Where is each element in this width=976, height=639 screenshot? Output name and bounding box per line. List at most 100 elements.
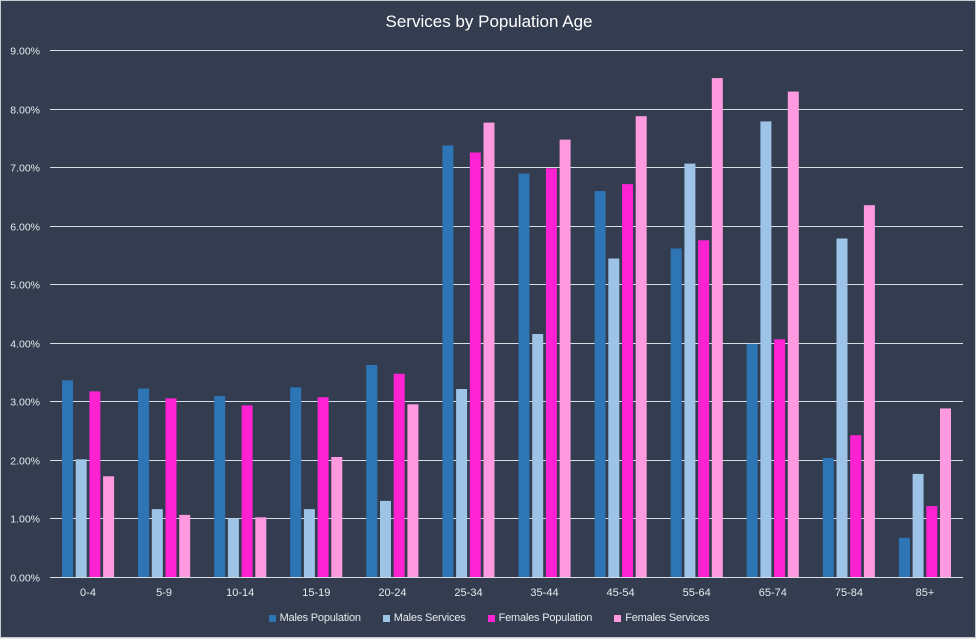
- bar-group: [594, 116, 647, 577]
- bar-males-population: [746, 343, 758, 577]
- bar-males-services: [75, 459, 87, 577]
- bar-females-services: [635, 116, 647, 577]
- bar-males-services: [227, 518, 239, 577]
- bar-females-population: [165, 398, 177, 577]
- bar-females-services: [787, 91, 799, 577]
- bar-males-population: [214, 396, 226, 577]
- legend-swatch: [487, 614, 495, 622]
- bar-males-population: [442, 145, 454, 577]
- x-tick-label: 0-4: [80, 587, 96, 599]
- bar-group: [670, 78, 723, 578]
- bar-males-population: [62, 380, 73, 577]
- x-tick-label: 10-14: [226, 587, 254, 599]
- bar-males-services: [836, 238, 848, 577]
- y-tick-label: 0.00%: [10, 573, 40, 585]
- bar-females-population: [469, 152, 481, 577]
- bar-females-population: [317, 397, 329, 577]
- bar-males-population: [670, 248, 682, 577]
- bar-males-services: [760, 121, 772, 578]
- bar-males-population: [822, 458, 834, 577]
- bar-group: [442, 122, 495, 577]
- y-tick-label: 3.00%: [10, 397, 40, 409]
- bar-males-population: [138, 388, 150, 577]
- x-tick-label: 25-34: [454, 587, 482, 599]
- legend-item: Females Population: [487, 612, 593, 624]
- bar-females-services: [483, 122, 495, 577]
- bars: [62, 78, 951, 578]
- bar-males-services: [303, 509, 315, 577]
- bar-males-services: [380, 500, 391, 577]
- bar-females-population: [545, 168, 557, 578]
- legend-item: Females Services: [614, 612, 710, 624]
- legend-label: Males Services: [393, 612, 466, 624]
- x-tick-label: 45-54: [607, 587, 635, 599]
- y-tick-label: 5.00%: [10, 280, 40, 292]
- bar-females-services: [103, 476, 115, 577]
- bar-males-services: [532, 334, 544, 577]
- legend-swatch: [382, 614, 390, 622]
- x-tick-label: 65-74: [759, 587, 787, 599]
- legend-item: Males Services: [382, 612, 466, 624]
- bar-males-population: [290, 387, 302, 577]
- bar-group: [62, 380, 115, 577]
- bar-females-services: [863, 205, 875, 577]
- bar-males-population: [898, 537, 910, 577]
- bar-group: [898, 408, 951, 577]
- y-tick-label: 2.00%: [10, 456, 40, 468]
- legend-swatch: [614, 614, 622, 622]
- bar-group: [214, 396, 267, 577]
- bar-group: [290, 387, 343, 577]
- legend-label: Females Population: [498, 612, 593, 624]
- bar-males-population: [518, 173, 530, 577]
- bar-males-services: [608, 258, 620, 577]
- bar-group: [366, 365, 419, 577]
- y-tick-label: 7.00%: [10, 163, 40, 175]
- y-tick-label: 4.00%: [10, 339, 40, 351]
- bar-group: [822, 205, 875, 577]
- bar-females-services: [255, 517, 267, 577]
- bar-females-population: [774, 339, 786, 577]
- bar-females-services: [940, 408, 951, 577]
- bar-females-services: [711, 78, 723, 577]
- y-axis-tick-labels: 0.00% 1.00% 2.00% 3.00% 4.00% 5.00% 6.00% 7.00%…: [10, 46, 40, 585]
- y-tick-label: 1.00%: [10, 514, 40, 526]
- legend: Males Population Males Services Females Po…: [1, 612, 976, 624]
- bar-females-services: [179, 514, 191, 577]
- bar-females-population: [393, 373, 405, 577]
- bar-females-services: [559, 139, 571, 577]
- legend-label: Females Services: [625, 612, 710, 624]
- chart-title: Services by Population Age: [385, 12, 593, 31]
- bar-group: [746, 91, 799, 578]
- bar-females-services: [407, 404, 419, 577]
- gridlines: [50, 50, 963, 578]
- legend-label: Males Population: [279, 612, 361, 624]
- bar-females-population: [89, 391, 101, 577]
- bar-females-population: [622, 184, 633, 577]
- bar-males-services: [912, 473, 924, 577]
- bar-females-services: [331, 457, 343, 577]
- bar-males-population: [366, 365, 378, 577]
- x-tick-label: 55-64: [683, 587, 711, 599]
- legend-swatch: [268, 614, 276, 622]
- bar-group: [518, 139, 571, 578]
- x-tick-label: 85+: [916, 587, 935, 599]
- x-tick-label: 20-24: [378, 587, 406, 599]
- legend-item: Males Population: [268, 612, 361, 624]
- bar-males-services: [456, 389, 468, 577]
- x-tick-label: 35-44: [530, 587, 558, 599]
- bar-females-population: [241, 405, 253, 577]
- y-tick-label: 6.00%: [10, 222, 40, 234]
- y-tick-label: 9.00%: [10, 46, 40, 58]
- bar-males-services: [684, 163, 696, 577]
- x-tick-label: 15-19: [302, 587, 330, 599]
- x-tick-label: 5-9: [156, 587, 172, 599]
- bar-females-population: [850, 435, 862, 577]
- bar-females-population: [698, 240, 710, 578]
- y-tick-label: 8.00%: [10, 105, 40, 117]
- x-axis-tick-labels: 0-4 5-9 10-14 15-19 20-24 25-34 35-44 45-54 55-6…: [80, 587, 934, 599]
- bar-males-population: [594, 191, 606, 577]
- bar-group: [138, 388, 191, 577]
- x-tick-label: 75-84: [835, 587, 863, 599]
